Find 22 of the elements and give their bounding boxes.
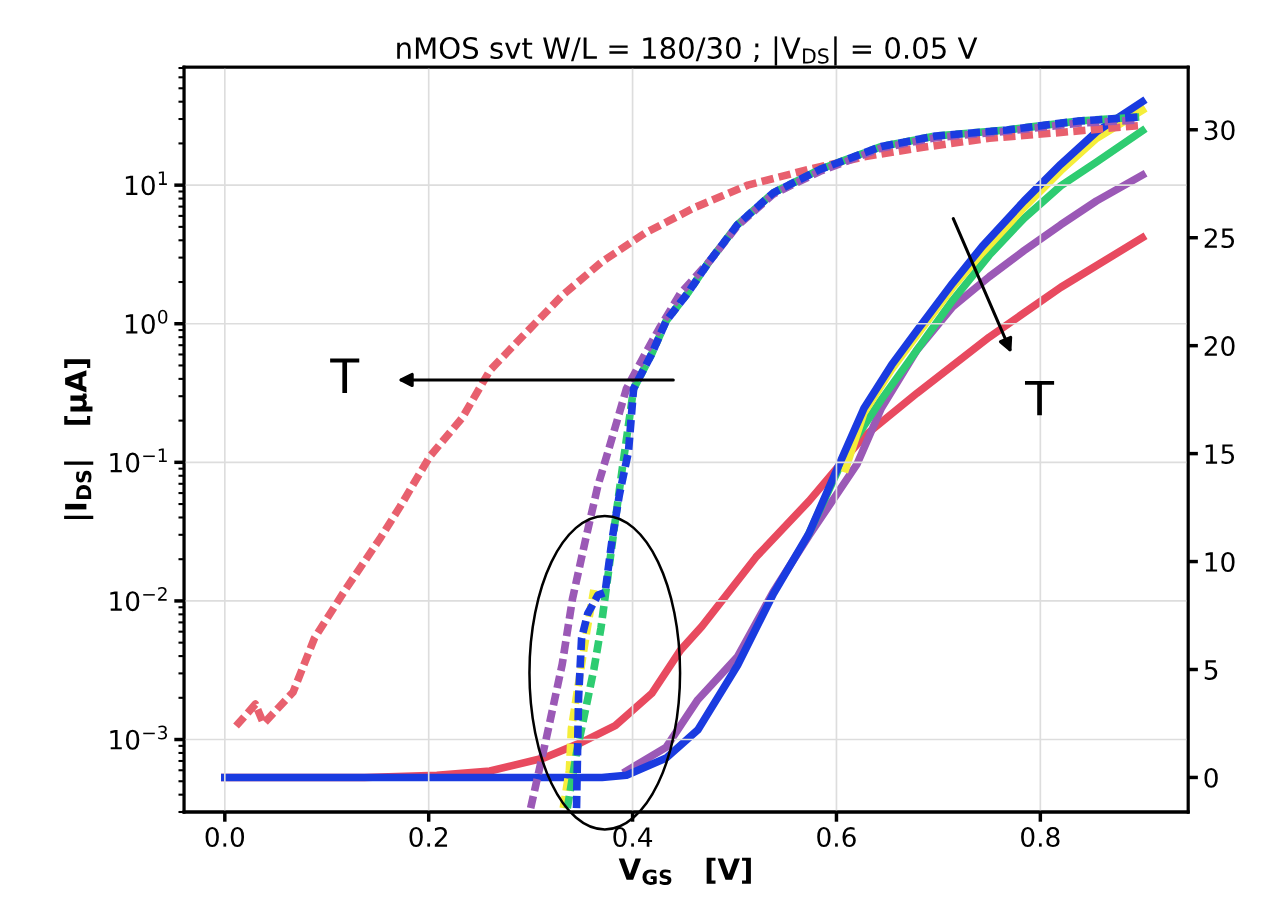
y2-tick-label: 15 xyxy=(1205,444,1235,465)
x-tick-label: 0.8 xyxy=(1021,827,1060,847)
y2-tick-label: 10 xyxy=(1205,552,1235,572)
y2-tick-label: 25 xyxy=(1204,228,1235,249)
x-tick-label: 0.2 xyxy=(409,827,448,847)
y2-tick-label: 20 xyxy=(1204,336,1235,357)
y-tick-label: 10$^{−1}$ xyxy=(110,448,167,473)
annotation: T xyxy=(1024,380,1055,416)
annotation: T xyxy=(330,358,360,394)
y-tick-label: 10$^{−2}$ xyxy=(110,586,167,612)
x-tick-label: 0.4 xyxy=(613,827,653,847)
y2-tick-label: 5 xyxy=(1204,660,1218,680)
chart-title: nMOS svt W/L = 180/30 ; |V$_{DS}$| = 0.05 V xyxy=(397,36,978,66)
text: V$_{GS}$ [V] xyxy=(618,857,751,885)
y-tick-label: 10$^{0}$ xyxy=(125,309,168,334)
y2-tick-label: 30 xyxy=(1204,120,1235,141)
y-axis-title: |I$_{DS}$| [µA] xyxy=(64,359,94,519)
x-tick-label: 0.6 xyxy=(817,827,856,847)
x-tick-label: 0.0 xyxy=(205,827,245,847)
y2-tick-label: 0 xyxy=(1204,767,1218,788)
y-tick-label: 10$^{−3}$ xyxy=(110,725,168,750)
y-tick-label: 10$^{1}$ xyxy=(125,171,167,196)
